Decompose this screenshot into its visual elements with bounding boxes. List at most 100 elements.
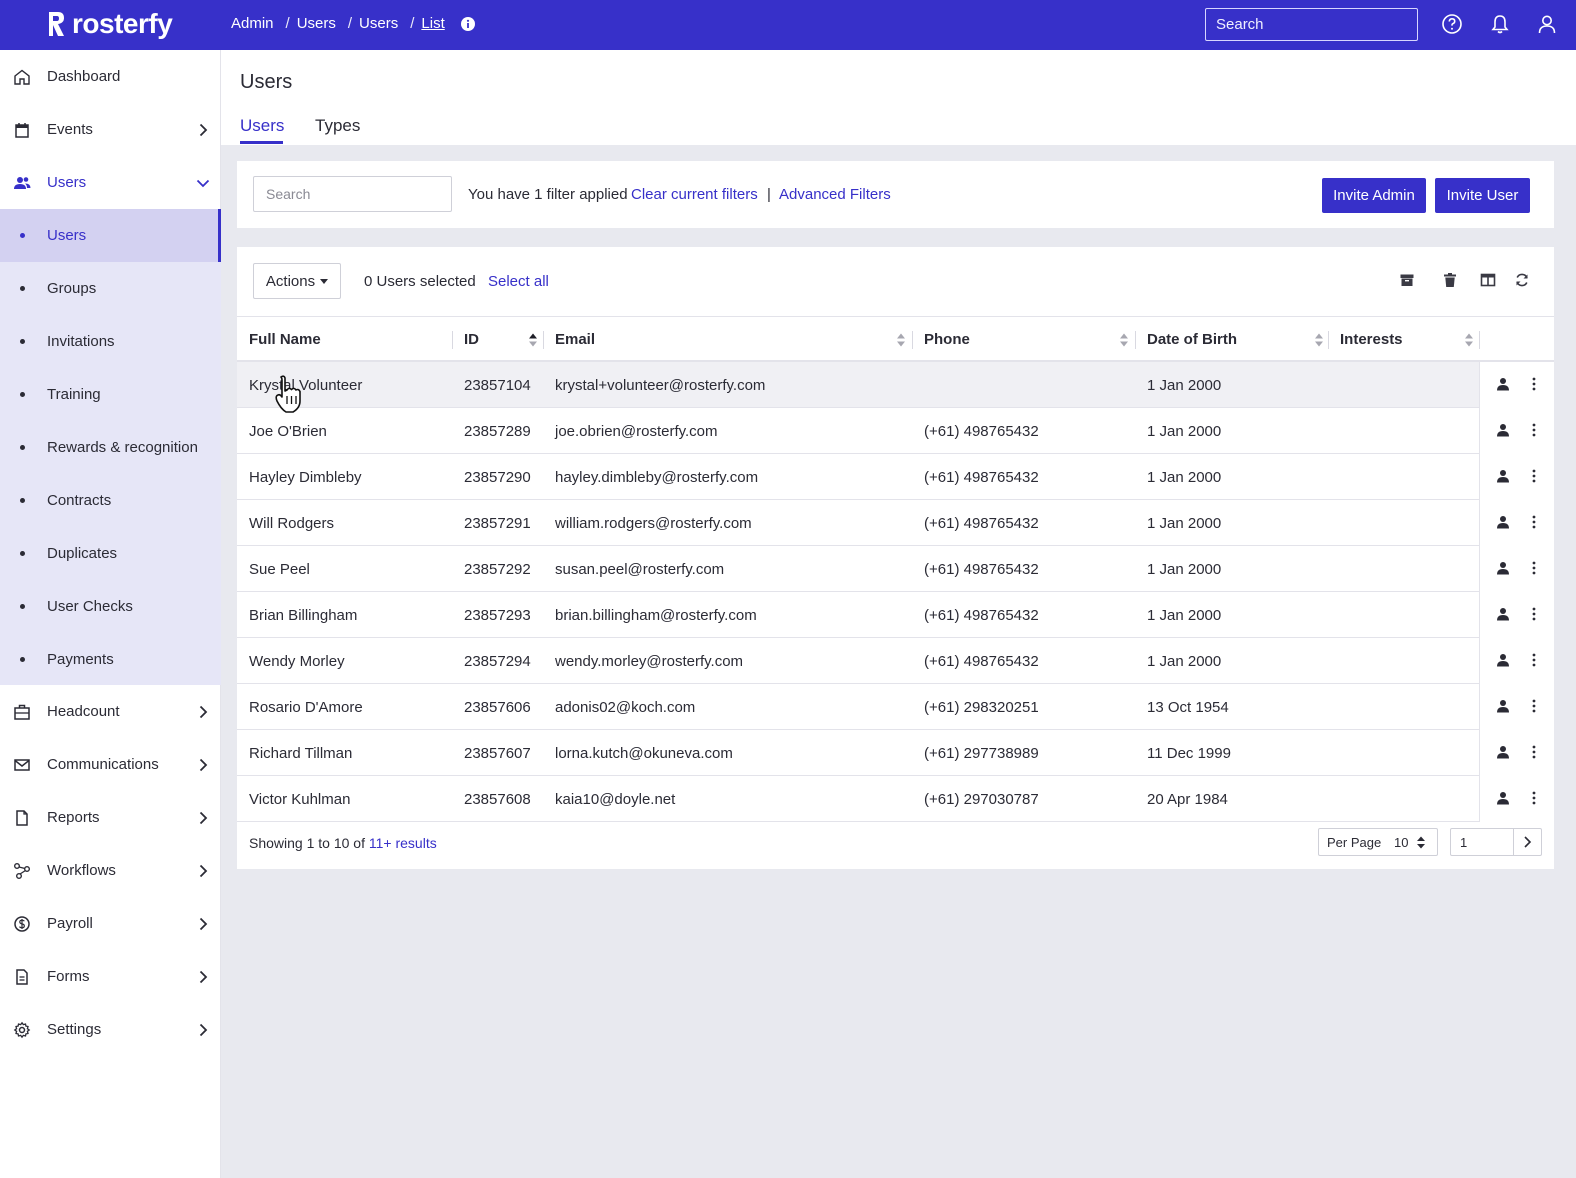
kebab-menu-icon[interactable]: [1532, 515, 1536, 529]
sidebar-item-payroll[interactable]: Payroll: [0, 897, 221, 950]
user-profile-icon[interactable]: [1496, 377, 1510, 391]
cell-date-of-birth: 20 Apr 1984: [1147, 791, 1228, 808]
sidebar-subitem-users[interactable]: Users: [0, 209, 221, 262]
archive-icon[interactable]: [1399, 272, 1415, 288]
kebab-menu-icon[interactable]: [1532, 423, 1536, 437]
table-search[interactable]: [253, 176, 452, 212]
sort-asc-icon[interactable]: [529, 332, 537, 348]
cell-full-name[interactable]: Will Rodgers: [249, 515, 335, 532]
bell-icon[interactable]: [1489, 13, 1511, 35]
cell-full-name[interactable]: Krystal Volunteer: [249, 377, 363, 394]
cell-full-name[interactable]: Victor Kuhlman: [249, 791, 351, 808]
table-row[interactable]: Victor Kuhlman 23857608 kaia10@doyle.net…: [237, 776, 1554, 822]
user-profile-icon[interactable]: [1496, 607, 1510, 621]
user-profile-icon[interactable]: [1496, 745, 1510, 759]
sort-icon[interactable]: [1120, 332, 1128, 348]
breadcrumb-admin[interactable]: Admin: [231, 15, 274, 32]
user-account-icon[interactable]: [1536, 13, 1558, 35]
user-profile-icon[interactable]: [1496, 653, 1510, 667]
cell-full-name[interactable]: Joe O'Brien: [249, 423, 327, 440]
advanced-filters-link[interactable]: Advanced Filters: [779, 186, 891, 203]
sidebar-item-forms[interactable]: Forms: [0, 950, 221, 1003]
table-row[interactable]: Richard Tillman 23857607 lorna.kutch@oku…: [237, 730, 1554, 776]
results-count-link[interactable]: 11+ results: [368, 835, 437, 851]
invite-admin-button[interactable]: Invite Admin: [1322, 178, 1426, 213]
table-row[interactable]: Joe O'Brien 23857289 joe.obrien@rosterfy…: [237, 408, 1554, 454]
global-search[interactable]: [1205, 8, 1418, 41]
chevron-right-icon[interactable]: [1522, 836, 1532, 848]
column-header-id[interactable]: ID: [464, 331, 479, 348]
tab-users[interactable]: Users: [240, 116, 285, 135]
sidebar-item-settings[interactable]: Settings: [0, 1003, 221, 1056]
sidebar-subitem-invitations[interactable]: Invitations: [0, 315, 221, 368]
sidebar-subitem-payments[interactable]: Payments: [0, 633, 221, 686]
per-page-select[interactable]: Per Page 10: [1318, 828, 1438, 856]
kebab-menu-icon[interactable]: [1532, 791, 1536, 805]
info-icon[interactable]: [460, 16, 475, 31]
column-header-interests[interactable]: Interests: [1340, 331, 1403, 348]
cell-full-name[interactable]: Sue Peel: [249, 561, 310, 578]
sidebar-item-reports[interactable]: Reports: [0, 791, 221, 844]
sidebar-item-communications[interactable]: Communications: [0, 738, 221, 791]
invite-user-button[interactable]: Invite User: [1435, 178, 1530, 213]
kebab-menu-icon[interactable]: [1532, 469, 1536, 483]
sort-icon[interactable]: [1465, 332, 1473, 348]
cell-full-name[interactable]: Richard Tillman: [249, 745, 353, 762]
kebab-menu-icon[interactable]: [1532, 607, 1536, 621]
help-icon[interactable]: [1441, 13, 1463, 35]
select-all-link[interactable]: Select all: [488, 273, 549, 290]
table-row[interactable]: Will Rodgers 23857291 william.rodgers@ro…: [237, 500, 1554, 546]
cell-full-name[interactable]: Rosario D'Amore: [249, 699, 363, 716]
sidebar-subitem-training[interactable]: Training: [0, 368, 221, 421]
cell-full-name[interactable]: Brian Billingham: [249, 607, 358, 624]
sidebar-item-users[interactable]: Users: [0, 156, 221, 209]
breadcrumb-users[interactable]: Users: [296, 15, 336, 32]
sidebar-subitem-duplicates[interactable]: Duplicates: [0, 527, 221, 580]
sort-icon[interactable]: [1315, 332, 1323, 348]
user-profile-icon[interactable]: [1496, 515, 1510, 529]
kebab-menu-icon[interactable]: [1532, 699, 1536, 713]
logo[interactable]: rosterfy: [46, 8, 173, 40]
column-header-date-of-birth[interactable]: Date of Birth: [1147, 331, 1237, 348]
user-profile-icon[interactable]: [1496, 469, 1510, 483]
sidebar-item-dashboard[interactable]: Dashboard: [0, 50, 221, 103]
table-row[interactable]: Krystal Volunteer 23857104 krystal+volun…: [237, 362, 1554, 408]
cell-full-name[interactable]: Hayley Dimbleby: [249, 469, 362, 486]
tab-types[interactable]: Types: [315, 116, 361, 135]
refresh-icon[interactable]: [1514, 272, 1530, 288]
breadcrumb-users-sub[interactable]: Users: [359, 15, 399, 32]
sidebar-item-workflows[interactable]: Workflows: [0, 844, 221, 897]
table-row[interactable]: Hayley Dimbleby 23857290 hayley.dimbleby…: [237, 454, 1554, 500]
columns-icon[interactable]: [1480, 272, 1496, 288]
sidebar-subitem-contracts[interactable]: Contracts: [0, 474, 221, 527]
table-row[interactable]: Brian Billingham 23857293 brian.billingh…: [237, 592, 1554, 638]
user-profile-icon[interactable]: [1496, 699, 1510, 713]
user-profile-icon[interactable]: [1496, 561, 1510, 575]
sidebar-subitem-groups[interactable]: Groups: [0, 262, 221, 315]
kebab-menu-icon[interactable]: [1532, 377, 1536, 391]
clear-filters-link[interactable]: Clear current filters: [631, 186, 758, 203]
sidebar-subitem-user-checks[interactable]: User Checks: [0, 580, 221, 633]
sort-icon[interactable]: [897, 332, 905, 348]
kebab-menu-icon[interactable]: [1532, 653, 1536, 667]
kebab-menu-icon[interactable]: [1532, 561, 1536, 575]
trash-icon[interactable]: [1442, 272, 1458, 288]
page-input[interactable]: 1: [1450, 828, 1542, 856]
column-header-full-name[interactable]: Full Name: [249, 331, 321, 348]
sidebar-item-headcount[interactable]: Headcount: [0, 685, 221, 738]
table-row[interactable]: Rosario D'Amore 23857606 adonis02@koch.c…: [237, 684, 1554, 730]
user-profile-icon[interactable]: [1496, 423, 1510, 437]
column-header-email[interactable]: Email: [555, 331, 596, 348]
user-profile-icon[interactable]: [1496, 791, 1510, 805]
kebab-menu-icon[interactable]: [1532, 745, 1536, 759]
table-row[interactable]: Sue Peel 23857292 susan.peel@rosterfy.co…: [237, 546, 1554, 592]
column-header-phone[interactable]: Phone: [924, 331, 970, 348]
table-row[interactable]: Wendy Morley 23857294 wendy.morley@roste…: [237, 638, 1554, 684]
table-search-input[interactable]: [266, 186, 447, 202]
actions-dropdown[interactable]: Actions: [253, 263, 341, 299]
sidebar-subitem-rewards[interactable]: Rewards & recognition: [0, 421, 221, 474]
cell-full-name[interactable]: Wendy Morley: [249, 653, 345, 670]
sidebar-item-events[interactable]: Events: [0, 103, 221, 156]
breadcrumb-list[interactable]: List: [421, 15, 445, 32]
global-search-input[interactable]: [1216, 16, 1415, 33]
